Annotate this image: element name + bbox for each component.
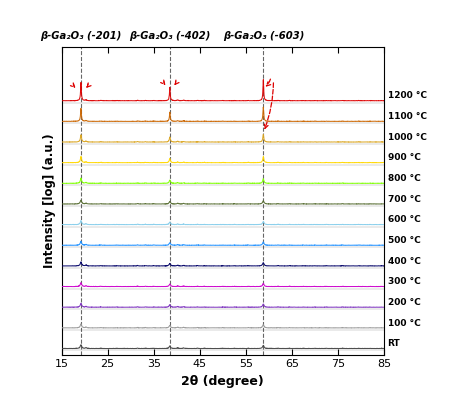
Text: 400 °C: 400 °C <box>388 256 420 266</box>
Text: 600 °C: 600 °C <box>388 215 420 224</box>
Text: 700 °C: 700 °C <box>388 195 420 204</box>
Text: β-Ga₂O₃ (-201): β-Ga₂O₃ (-201) <box>40 31 122 41</box>
Text: 100 °C: 100 °C <box>388 318 420 327</box>
Text: 900 °C: 900 °C <box>388 153 420 162</box>
X-axis label: 2θ (degree): 2θ (degree) <box>182 375 264 388</box>
Text: β-Ga₂O₃ (-603): β-Ga₂O₃ (-603) <box>223 31 304 41</box>
Text: 800 °C: 800 °C <box>388 174 420 183</box>
Text: β-Ga₂O₃ (-402): β-Ga₂O₃ (-402) <box>129 31 210 41</box>
Text: 1200 °C: 1200 °C <box>388 91 427 100</box>
Text: 500 °C: 500 °C <box>388 236 420 245</box>
Y-axis label: Intensity [log] (a.u.): Intensity [log] (a.u.) <box>43 134 56 268</box>
Text: 300 °C: 300 °C <box>388 277 420 286</box>
Text: 1000 °C: 1000 °C <box>388 133 427 142</box>
Text: 1100 °C: 1100 °C <box>388 112 427 121</box>
Text: RT: RT <box>388 339 401 348</box>
Text: 200 °C: 200 °C <box>388 298 420 307</box>
